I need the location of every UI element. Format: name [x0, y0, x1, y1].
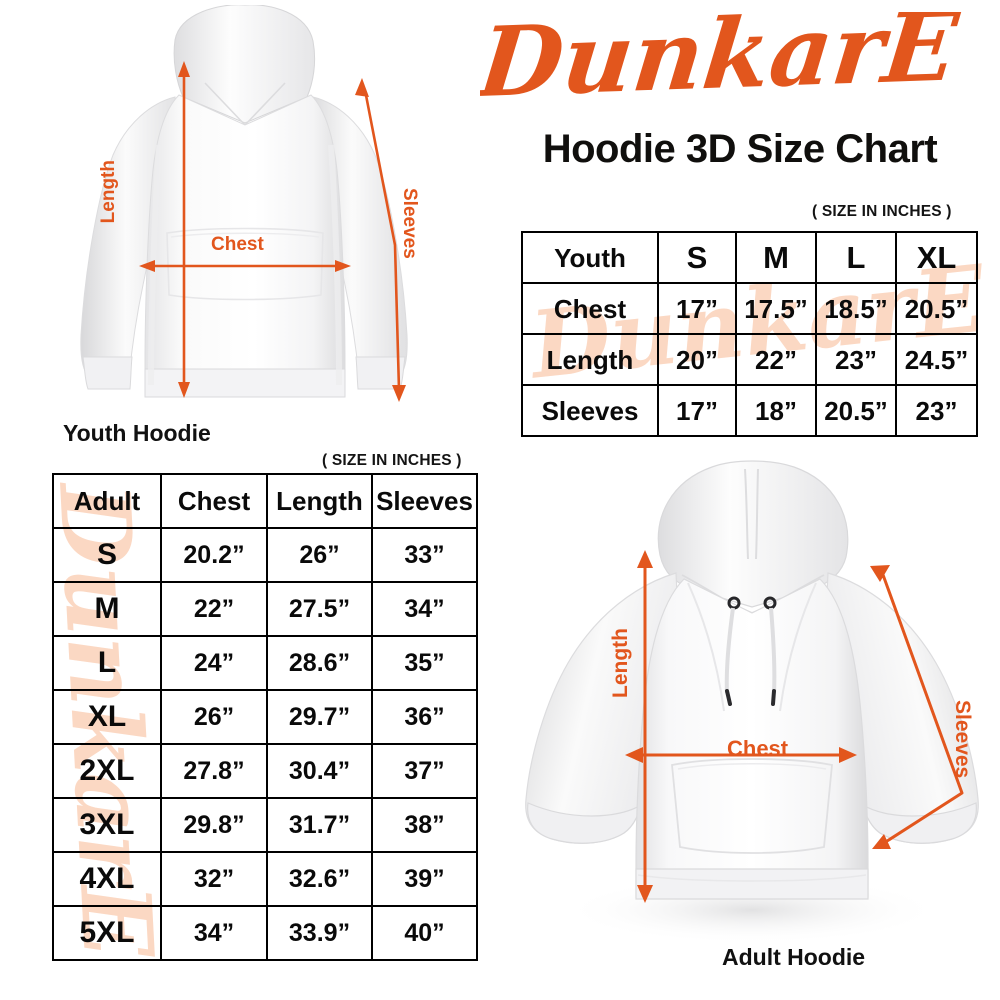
youth-col-s: S [657, 231, 737, 284]
youth-length-s: 20” [657, 333, 737, 386]
table-row: 5XL 34” 33.9” 40” [52, 905, 478, 961]
youth-sleeves-m: 18” [735, 384, 817, 437]
adult-size-xl: XL [52, 689, 162, 745]
table-row: 3XL 29.8” 31.7” 38” [52, 797, 478, 853]
adult-length-measurement-label: Length [609, 628, 632, 698]
youth-sleeves-measurement-label: Sleeves [399, 188, 420, 259]
youth-chest-xl: 20.5” [895, 282, 978, 335]
youth-chest-l: 18.5” [815, 282, 897, 335]
adult-length-5xl: 33.9” [266, 905, 373, 961]
adult-sleeves-4xl: 39” [371, 851, 478, 907]
table-header-row: Youth S M L XL [521, 231, 978, 284]
adult-col-sleeves: Sleeves [371, 473, 478, 529]
adult-size-5xl: 5XL [52, 905, 162, 961]
adult-size-3xl: 3XL [52, 797, 162, 853]
adult-length-l: 28.6” [266, 635, 373, 691]
table-row: Length 20” 22” 23” 24.5” [521, 333, 978, 386]
adult-sleeves-l: 35” [371, 635, 478, 691]
youth-sleeves-s: 17” [657, 384, 737, 437]
youth-col-xl: XL [895, 231, 978, 284]
youth-hoodie-illustration [55, 5, 475, 415]
adult-chest-m: 22” [160, 581, 268, 637]
youth-length-l: 23” [815, 333, 897, 386]
youth-col-m: M [735, 231, 817, 284]
adult-size-2xl: 2XL [52, 743, 162, 799]
adult-chest-5xl: 34” [160, 905, 268, 961]
page-title: Hoodie 3D Size Chart [542, 127, 938, 171]
adult-size-table: Adult Chest Length Sleeves S 20.2” 26” 3… [52, 473, 478, 961]
adult-col-chest: Chest [160, 473, 268, 529]
adult-size-m: M [52, 581, 162, 637]
brand-logo: DunkarE [480, 12, 990, 122]
youth-row-label-chest: Chest [521, 282, 659, 335]
youth-length-measurement-label: Length [98, 160, 119, 224]
table-row: S 20.2” 26” 33” [52, 527, 478, 583]
adult-chest-4xl: 32” [160, 851, 268, 907]
youth-chest-m: 17.5” [735, 282, 817, 335]
adult-chest-3xl: 29.8” [160, 797, 268, 853]
youth-sleeves-xl: 23” [895, 384, 978, 437]
table-header-row: Adult Chest Length Sleeves [52, 473, 478, 529]
adult-chest-measurement-label: Chest [727, 736, 789, 761]
adult-corner-label: Adult [52, 473, 162, 529]
table-row: 4XL 32” 32.6” 39” [52, 851, 478, 907]
table-row: XL 26” 29.7” 36” [52, 689, 478, 745]
youth-units-note: ( SIZE IN INCHES ) [812, 203, 952, 220]
adult-sleeves-m: 34” [371, 581, 478, 637]
adult-length-xl: 29.7” [266, 689, 373, 745]
adult-length-s: 26” [266, 527, 373, 583]
table-row: L 24” 28.6” 35” [52, 635, 478, 691]
adult-col-length: Length [266, 473, 373, 529]
adult-hoodie-illustration [512, 455, 992, 945]
table-row: 2XL 27.8” 30.4” 37” [52, 743, 478, 799]
youth-length-xl: 24.5” [895, 333, 978, 386]
youth-chest-measurement-label: Chest [211, 234, 264, 255]
adult-chest-s: 20.2” [160, 527, 268, 583]
table-row: Chest 17” 17.5” 18.5” 20.5” [521, 282, 978, 335]
svg-text:DunkarE: DunkarE [480, 12, 965, 119]
adult-sleeves-2xl: 37” [371, 743, 478, 799]
adult-sleeves-xl: 36” [371, 689, 478, 745]
adult-length-3xl: 31.7” [266, 797, 373, 853]
youth-col-l: L [815, 231, 897, 284]
youth-length-m: 22” [735, 333, 817, 386]
youth-size-table: Youth S M L XL Chest 17” 17.5” 18.5” 20.… [521, 231, 978, 437]
adult-size-s: S [52, 527, 162, 583]
adult-size-l: L [52, 635, 162, 691]
adult-sleeves-5xl: 40” [371, 905, 478, 961]
adult-units-note: ( SIZE IN INCHES ) [322, 452, 462, 469]
adult-chest-xl: 26” [160, 689, 268, 745]
adult-length-4xl: 32.6” [266, 851, 373, 907]
adult-chest-2xl: 27.8” [160, 743, 268, 799]
youth-row-label-length: Length [521, 333, 659, 386]
adult-size-4xl: 4XL [52, 851, 162, 907]
youth-sleeves-l: 20.5” [815, 384, 897, 437]
table-row: Sleeves 17” 18” 20.5” 23” [521, 384, 978, 437]
youth-chest-s: 17” [657, 282, 737, 335]
adult-sleeves-3xl: 38” [371, 797, 478, 853]
adult-hoodie-caption: Adult Hoodie [722, 944, 866, 970]
youth-row-label-sleeves: Sleeves [521, 384, 659, 437]
youth-hoodie-caption: Youth Hoodie [63, 420, 211, 446]
youth-corner-label: Youth [521, 231, 659, 284]
adult-length-m: 27.5” [266, 581, 373, 637]
adult-sleeves-s: 33” [371, 527, 478, 583]
table-row: M 22” 27.5” 34” [52, 581, 478, 637]
adult-chest-l: 24” [160, 635, 268, 691]
adult-length-2xl: 30.4” [266, 743, 373, 799]
adult-sleeves-measurement-label: Sleeves [951, 700, 974, 779]
